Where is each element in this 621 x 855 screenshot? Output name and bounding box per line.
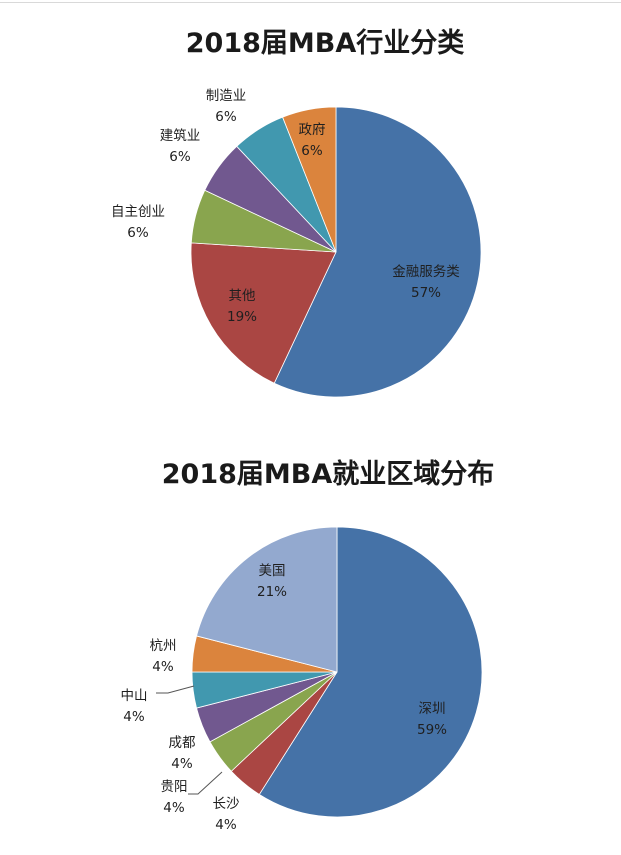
slice-value-label: 6% xyxy=(127,225,149,241)
slice-label: 其他 xyxy=(229,288,256,304)
slice-value-label: 6% xyxy=(301,143,323,159)
slice-value-label: 6% xyxy=(215,109,237,125)
slice-value-label: 4% xyxy=(171,756,193,772)
slice-value-label: 4% xyxy=(163,800,185,816)
slice-value-label: 19% xyxy=(227,309,257,325)
slice-label: 杭州 xyxy=(150,638,177,654)
industry-chart: 2018届MBA行业分类 金融服务类 57% 其他 19% 自主创业 6% 建筑业 6% 制造业… xyxy=(0,0,621,420)
top-divider xyxy=(0,2,621,3)
pie-slice xyxy=(282,106,337,253)
pie-slice xyxy=(258,526,483,818)
industry-chart-title: 2018届MBA行业分类 xyxy=(186,27,465,59)
region-chart: 2018届MBA就业区域分布 深圳 59% 长沙 4% 贵阳 4% 成都 4% 中山 4% 杭州 4%… xyxy=(0,420,621,855)
slice-label: 政府 xyxy=(299,122,326,138)
slice-value-label: 59% xyxy=(417,722,447,738)
slice-label: 建筑业 xyxy=(160,128,201,144)
slice-value-label: 4% xyxy=(215,817,237,833)
slice-value-label: 21% xyxy=(257,584,287,600)
slice-label: 美国 xyxy=(259,563,286,579)
label-leader-line xyxy=(188,771,223,795)
slice-value-label: 4% xyxy=(123,709,145,725)
pie-slice xyxy=(273,106,482,398)
slice-label: 成都 xyxy=(169,735,196,751)
slice-value-label: 6% xyxy=(169,149,191,165)
region-chart-title: 2018届MBA就业区域分布 xyxy=(162,459,495,490)
slice-label: 金融服务类 xyxy=(392,264,460,280)
pie-slice xyxy=(196,526,338,673)
slice-label: 长沙 xyxy=(213,796,240,812)
industry-pie-chart: 2018届MBA行业分类 金融服务类 57% 其他 19% 自主创业 6% 建筑业 6% 制造业… xyxy=(111,27,482,398)
slice-value-label: 4% xyxy=(152,659,174,675)
pie-slice xyxy=(190,242,337,384)
slice-label: 自主创业 xyxy=(111,204,165,220)
slice-label: 深圳 xyxy=(419,701,446,717)
slice-label: 制造业 xyxy=(206,88,247,104)
label-leader-line xyxy=(156,685,195,694)
region-pie-chart: 2018届MBA就业区域分布 深圳59%长沙4%贵阳4%成都4%中山4%杭州4%… xyxy=(121,459,495,833)
slice-label: 贵阳 xyxy=(161,779,188,795)
slice-value-label: 57% xyxy=(411,285,441,301)
slice-label: 中山 xyxy=(121,688,148,704)
